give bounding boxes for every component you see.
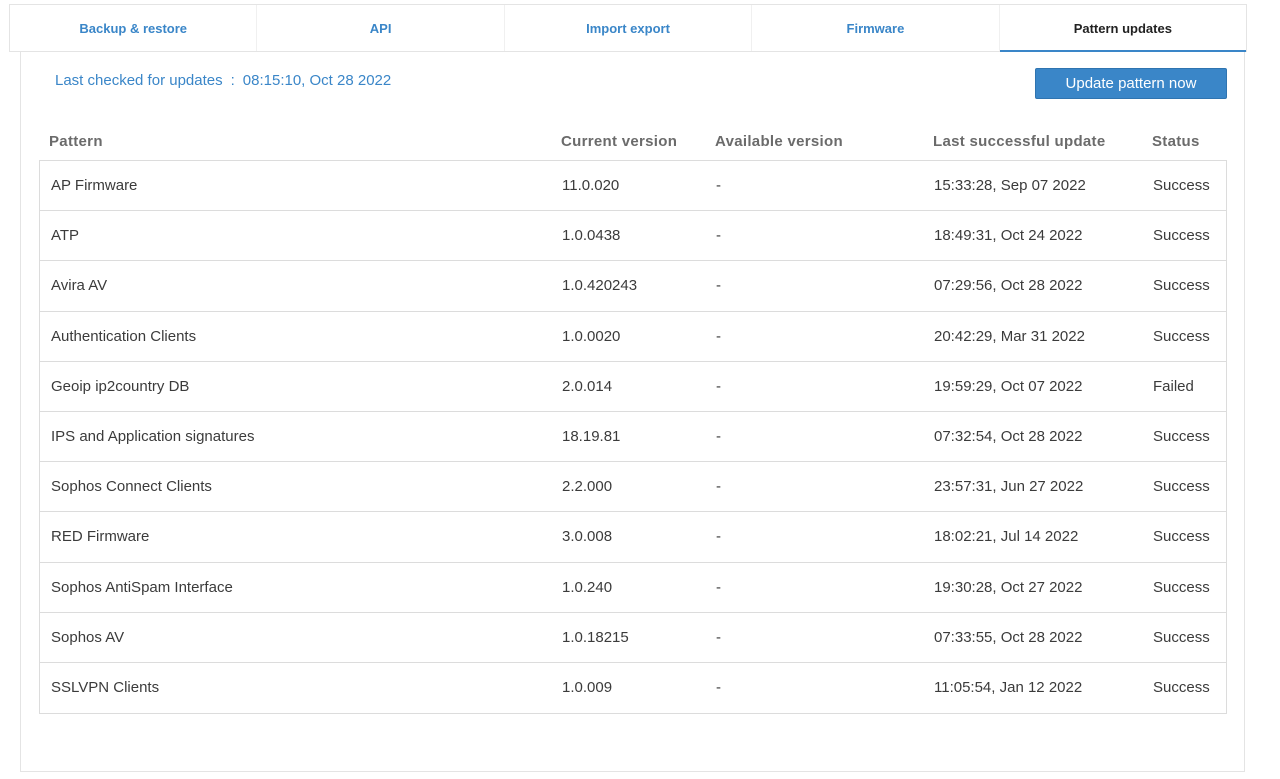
cell-last-update: 11:05:54, Jan 12 2022 (934, 678, 1083, 696)
cell-last-update: 07:29:56, Oct 28 2022 (934, 277, 1083, 295)
cell-pattern: ATP (51, 227, 80, 245)
cell-available-version: - (716, 227, 721, 245)
cell-status: Success (1153, 177, 1210, 194)
cell-available-version: - (716, 628, 721, 646)
table-row: IPS and Application signatures 18.19.81 … (40, 412, 1226, 463)
cell-current-version: 1.0.0438 (562, 227, 621, 245)
cell-pattern: Sophos Connect Clients (51, 478, 212, 496)
cell-current-version: 1.0.009 (562, 678, 613, 696)
cell-pattern: Sophos AV (51, 628, 125, 646)
cell-status: Success (1153, 528, 1210, 546)
column-header-status[interactable]: Status (1152, 133, 1200, 150)
cell-available-version: - (716, 478, 721, 496)
column-header-current-version[interactable]: Current version (561, 133, 678, 150)
table-row: Sophos AV 1.0.18215 - 07:33:55, Oct 28 2… (40, 613, 1226, 663)
table-row: ATP 1.0.0438 - 18:49:31, Oct 24 2022 Suc… (40, 211, 1226, 262)
cell-pattern: Authentication Clients (51, 327, 197, 345)
pattern-table-body: AP Firmware 11.0.020 - 15:33:28, Sep 07 … (39, 160, 1227, 715)
tab-backup-restore[interactable]: Backup & restore (10, 5, 258, 51)
cell-available-version: - (716, 177, 721, 194)
cell-pattern: SSLVPN Clients (51, 678, 160, 696)
column-header-available-version[interactable]: Available version (715, 133, 843, 150)
last-checked-value: 08:15:10, Oct 28 2022 (242, 72, 392, 89)
cell-current-version: 2.0.014 (562, 377, 613, 395)
pattern-updates-panel: Last checked for updates : 08:15:10, Oct… (20, 52, 1245, 772)
cell-current-version: 3.0.008 (562, 528, 613, 546)
cell-available-version: - (716, 277, 721, 295)
cell-status: Failed (1153, 377, 1194, 395)
cell-current-version: 1.0.18215 (562, 628, 629, 646)
table-header: Pattern Current version Available versio… (39, 130, 1227, 160)
cell-last-update: 19:30:28, Oct 27 2022 (934, 578, 1083, 596)
cell-pattern: Avira AV (51, 277, 108, 295)
table-row: RED Firmware 3.0.008 - 18:02:21, Jul 14 … (40, 512, 1226, 563)
cell-available-version: - (716, 678, 721, 696)
cell-current-version: 11.0.020 (562, 177, 620, 194)
cell-status: Success (1153, 277, 1210, 295)
table-row: Authentication Clients 1.0.0020 - 20:42:… (40, 312, 1226, 362)
cell-last-update: 07:33:55, Oct 28 2022 (934, 628, 1083, 646)
table-row: AP Firmware 11.0.020 - 15:33:28, Sep 07 … (40, 161, 1226, 212)
cell-pattern: Sophos AntiSpam Interface (51, 578, 233, 596)
column-header-pattern[interactable]: Pattern (49, 133, 103, 150)
cell-status: Success (1153, 478, 1210, 496)
cell-current-version: 1.0.240 (562, 578, 613, 596)
cell-current-version: 2.2.000 (562, 478, 613, 496)
cell-available-version: - (716, 427, 721, 445)
tab-api[interactable]: API (257, 5, 505, 51)
column-header-last-successful-update[interactable]: Last successful update (933, 133, 1106, 150)
update-pattern-now-button[interactable]: Update pattern now (1035, 68, 1227, 99)
tab-firmware[interactable]: Firmware (752, 5, 1000, 51)
cell-last-update: 23:57:31, Jun 27 2022 (934, 478, 1084, 496)
tab-import-export[interactable]: Import export (505, 5, 753, 51)
table-row: SSLVPN Clients 1.0.009 - 11:05:54, Jan 1… (40, 663, 1226, 713)
table-row: Sophos Connect Clients 2.2.000 - 23:57:3… (40, 462, 1226, 513)
last-checked-label: Last checked for updates (55, 72, 223, 89)
cell-current-version: 1.0.420243 (562, 277, 638, 295)
table-row: Geoip ip2country DB 2.0.014 - 19:59:29, … (40, 362, 1226, 412)
cell-pattern: AP Firmware (51, 177, 138, 194)
cell-last-update: 20:42:29, Mar 31 2022 (934, 327, 1085, 345)
cell-available-version: - (716, 327, 721, 345)
cell-status: Success (1153, 227, 1210, 245)
cell-last-update: 19:59:29, Oct 07 2022 (934, 377, 1083, 395)
last-checked-info: Last checked for updates : 08:15:10, Oct… (55, 72, 391, 89)
cell-pattern: Geoip ip2country DB (51, 377, 190, 395)
cell-available-version: - (716, 528, 721, 546)
cell-last-update: 07:32:54, Oct 28 2022 (934, 427, 1083, 445)
tab-pattern-updates[interactable]: Pattern updates (999, 5, 1247, 52)
last-checked-separator: : (230, 72, 235, 89)
cell-last-update: 18:49:31, Oct 24 2022 (934, 227, 1083, 245)
cell-current-version: 18.19.81 (562, 427, 621, 445)
cell-current-version: 1.0.0020 (562, 327, 621, 345)
cell-available-version: - (716, 377, 721, 395)
cell-status: Success (1153, 427, 1210, 445)
tab-bar: Backup & restore API Import export Firmw… (9, 4, 1247, 52)
cell-last-update: 18:02:21, Jul 14 2022 (934, 528, 1079, 546)
table-row: Avira AV 1.0.420243 - 07:29:56, Oct 28 2… (40, 261, 1226, 312)
cell-available-version: - (716, 578, 721, 596)
cell-last-update: 15:33:28, Sep 07 2022 (934, 177, 1086, 194)
cell-pattern: IPS and Application signatures (51, 427, 255, 445)
cell-status: Success (1153, 327, 1210, 345)
cell-status: Success (1153, 578, 1210, 596)
cell-pattern: RED Firmware (51, 528, 150, 546)
cell-status: Success (1153, 678, 1210, 696)
table-row: Sophos AntiSpam Interface 1.0.240 - 19:3… (40, 563, 1226, 613)
cell-status: Success (1153, 628, 1210, 646)
